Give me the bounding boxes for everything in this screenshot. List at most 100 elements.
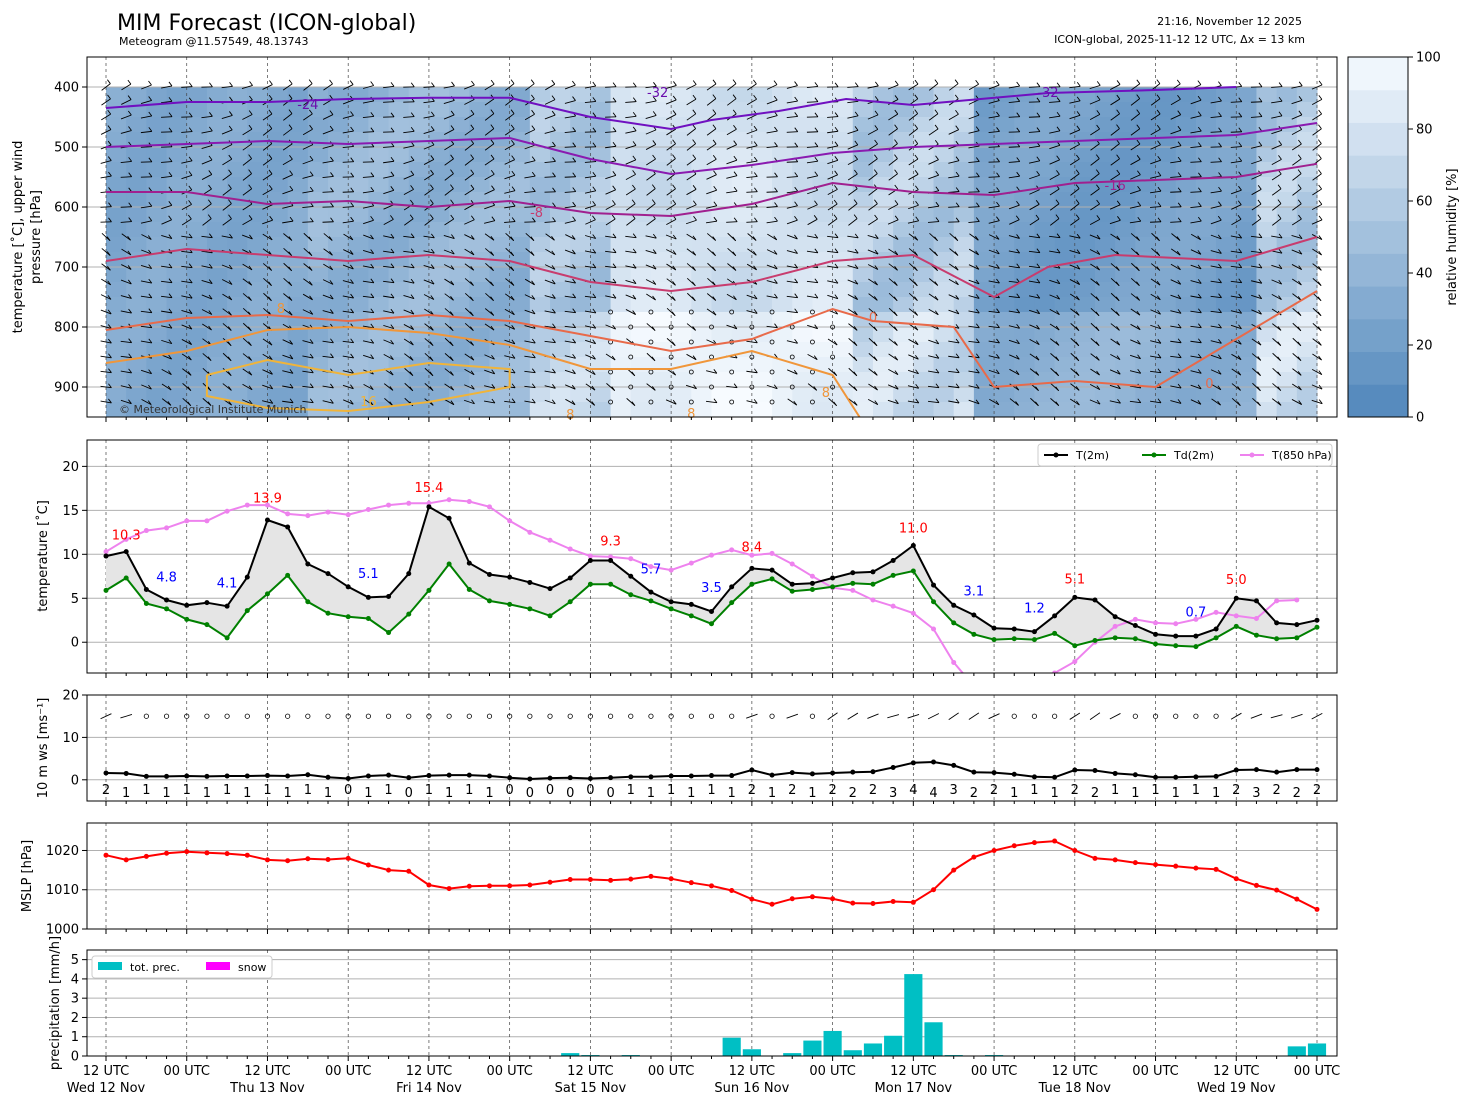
wind-speed-value: 3 (950, 783, 958, 798)
humidity-cell (206, 252, 228, 268)
timestamp: 21:16, November 12 2025 (1157, 15, 1302, 28)
humidity-cell (953, 282, 975, 298)
wind-barb-flag (1016, 339, 1020, 344)
wind-barb (1130, 128, 1141, 136)
humidity-cell (751, 177, 773, 193)
wind-barb-flag (248, 215, 253, 220)
humidity-cell (973, 222, 995, 238)
wind-barb (908, 233, 919, 241)
wind-barb-flag (369, 385, 374, 390)
wind-barb-flag (834, 278, 839, 284)
humidity-cell (146, 222, 168, 238)
wind-barb-flag (289, 398, 294, 404)
humidity-cell (1195, 312, 1217, 328)
wind-barb (847, 250, 859, 254)
wind-barb (908, 338, 919, 346)
humidity-cell (1256, 117, 1278, 133)
humidity-cell (328, 222, 349, 238)
wind-barb-flag (390, 127, 395, 133)
wind-barb-flag (712, 236, 717, 241)
wind-barb (625, 144, 637, 150)
humidity-cell (328, 147, 349, 163)
wind-barb (181, 204, 192, 210)
wind-speed-value: 0 (566, 786, 574, 801)
wind-barb (625, 265, 637, 269)
wind-barb (464, 248, 475, 256)
humidity-cell (772, 282, 793, 298)
t850-line-point (527, 529, 533, 535)
wind-barb-flag (732, 266, 737, 271)
humidity-cell (933, 297, 955, 313)
wind-barb-flag (996, 172, 1000, 178)
mslp-line-point (1314, 906, 1320, 912)
wind-barb (1231, 353, 1242, 361)
wind-barb (342, 355, 354, 359)
wind-barb-flag (814, 97, 819, 102)
wind-barb-flag (794, 215, 798, 221)
wind-barb (222, 218, 232, 226)
humidity-cell (186, 102, 208, 118)
wind-barb-flag (753, 125, 758, 131)
humidity-cell (509, 327, 531, 343)
wind-barb (948, 160, 960, 164)
dewpoint-line-point (547, 613, 553, 619)
humidity-cell (106, 327, 127, 343)
humidity-cell (650, 177, 672, 193)
wind-barb-flag (552, 384, 556, 389)
humidity-cell (1034, 207, 1056, 223)
temperature-2m-line-point (910, 543, 916, 549)
wind-speed-value: 1 (324, 786, 332, 801)
wind-barb-flag (530, 236, 535, 241)
t850-line-point (123, 536, 129, 542)
wind-barb-flag (1218, 293, 1222, 298)
wind-barb-flag (1177, 217, 1182, 222)
wind-barb-flag (712, 139, 717, 145)
wind-barb (968, 295, 980, 299)
humidity-cell (287, 132, 309, 148)
wind-barb-flag (1056, 279, 1061, 284)
wind-barb (1250, 280, 1262, 284)
wind-speed-value: 1 (1212, 786, 1220, 801)
humidity-cell (953, 357, 975, 373)
wind-barb (161, 398, 172, 406)
wind-barb (342, 161, 354, 163)
wind-barb-flag (330, 353, 334, 358)
wind-barb (1230, 265, 1242, 269)
humidity-cell (933, 117, 955, 133)
wind-barb (646, 383, 656, 391)
humidity-cell (1175, 357, 1197, 373)
wind-barb-flag (1096, 110, 1101, 115)
wind-barb-flag (209, 82, 213, 88)
wind-barb-flag (854, 248, 859, 254)
wind-barb (968, 161, 980, 163)
wind-speed-value: 1 (667, 783, 675, 798)
wind-barb (867, 713, 879, 719)
humidity-cell (247, 222, 268, 238)
wind-barb-flag (1036, 278, 1041, 284)
wind-barb (1170, 400, 1182, 404)
wind-barb-flag (491, 384, 496, 389)
wind-barb (564, 220, 576, 224)
wind-barb-flag (107, 94, 111, 100)
surface-wind-barbs (100, 712, 1323, 721)
wind-barb-flag (491, 355, 495, 360)
wind-barb-flag (572, 293, 577, 299)
wind-barb-flag (288, 281, 293, 286)
wind-barb-flag (107, 156, 112, 161)
wind-barb-flag (1157, 398, 1162, 404)
wind-barb (342, 99, 354, 105)
humidity-cell (1296, 252, 1318, 268)
wind-barb (464, 173, 474, 181)
wind-barb-flag (1075, 356, 1080, 362)
humidity-cell (1135, 102, 1157, 118)
wind-barb (948, 129, 959, 135)
wind-barb (766, 206, 778, 208)
wind-barb (1292, 158, 1302, 166)
temperature-2m-line-point (688, 601, 694, 607)
wind-barb (1170, 176, 1182, 178)
calm-wind-marker (628, 713, 634, 719)
wind-barb (363, 219, 374, 225)
wind-barb (968, 221, 980, 223)
humidity-cell (489, 222, 511, 238)
wind-barb (988, 191, 1000, 193)
